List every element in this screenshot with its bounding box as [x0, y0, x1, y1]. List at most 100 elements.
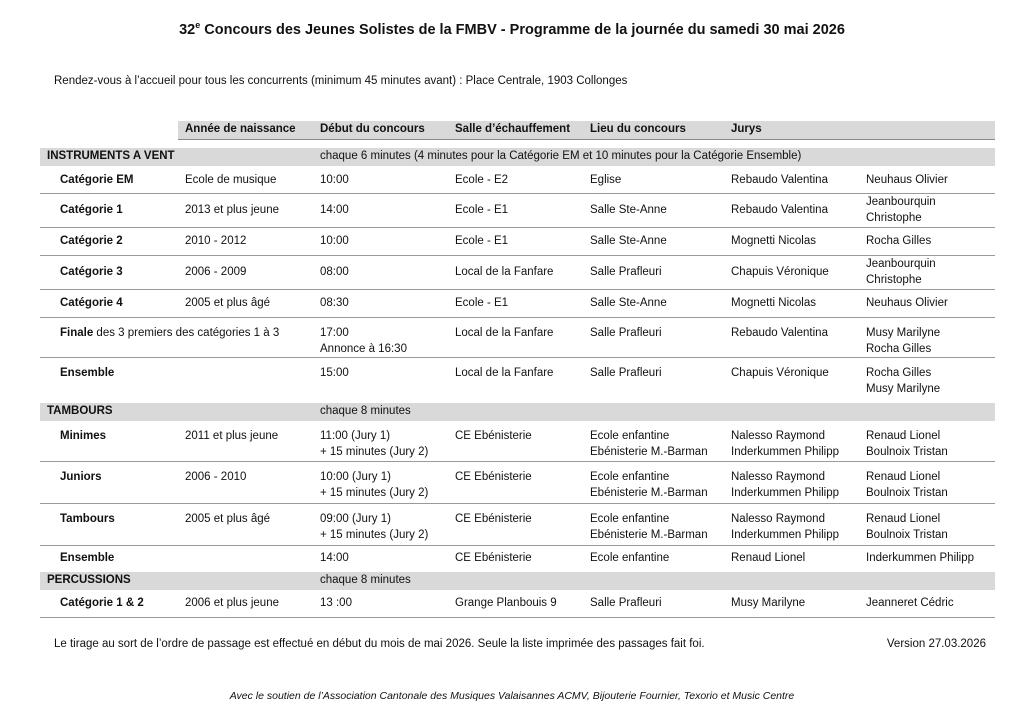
- jury-2-line: Christophe: [866, 274, 922, 286]
- warmup-room: Grange Planbouis 9: [455, 589, 557, 617]
- row-label: Catégorie 4: [60, 289, 123, 317]
- row-label: Catégorie 2: [60, 227, 123, 255]
- table-row: Catégorie 1 2013 et plus jeune 14:00 Ecole …: [40, 193, 995, 228]
- row-label-text: Ensemble: [60, 365, 114, 381]
- category-name: Tambours: [60, 513, 115, 525]
- venue: Salle Ste-Anne: [590, 289, 667, 317]
- jury-2: Renaud Lionel Boulnoix Tristan: [866, 461, 948, 503]
- jury-2: Neuhaus Olivier: [866, 166, 948, 193]
- start-time-line: 10:00: [320, 173, 349, 186]
- jury-1-line: Rebaudo Valentina: [731, 327, 828, 339]
- start-time: 14:00: [320, 545, 349, 571]
- birth-year-text: Ecole de musique: [185, 173, 277, 186]
- start-time: 09:00 (Jury 1) + 15 minutes (Jury 2): [320, 503, 428, 545]
- row-label: Juniors: [60, 461, 102, 503]
- row-label: Catégorie 1 & 2: [60, 589, 144, 617]
- jury-2-line: Neuhaus Olivier: [866, 297, 948, 309]
- category-name: Finale: [60, 327, 94, 339]
- table-row: Catégorie 3 2006 - 2009 08:00 Local de la F…: [40, 255, 995, 290]
- category-name: Catégorie 1 & 2: [60, 597, 144, 609]
- venue: Ecole enfantine Ebénisterie M.-Barman: [590, 420, 708, 461]
- table-row: Juniors 2006 - 2010 10:00 (Jury 1) + 15 min…: [40, 461, 995, 504]
- jury-1-line: Rebaudo Valentina: [731, 204, 828, 216]
- warmup-room-text: CE Ebénisterie: [455, 471, 532, 483]
- jury-2: Jeanbourquin Christophe: [866, 193, 936, 227]
- venue: Salle Ste-Anne: [590, 193, 667, 227]
- venue: Salle Ste-Anne: [590, 227, 667, 255]
- birth-year: 2006 et plus jeune: [185, 589, 279, 617]
- jury-2: Jeanneret Cédric: [866, 589, 954, 617]
- jury-2-line: Boulnoix Tristan: [866, 529, 948, 541]
- start-time-line: + 15 minutes (Jury 2): [320, 529, 429, 541]
- jury-2-line: Musy Marilyne: [866, 327, 941, 339]
- warmup-room: Ecole - E2: [455, 166, 508, 193]
- start-time-line: Annonce à 16:30: [320, 343, 407, 355]
- table-header: Année de naissance Début du concours Sal…: [178, 121, 995, 140]
- start-time: 15:00: [320, 357, 349, 401]
- jury-1-line: Nalesso Raymond: [731, 430, 825, 442]
- section-label: PERCUSSIONS: [47, 574, 131, 586]
- category-name: Ensemble: [60, 367, 115, 379]
- jury-1: Mognetti Nicolas: [731, 227, 816, 255]
- birth-year-text: 2010 - 2012: [185, 235, 247, 247]
- start-time: 14:00: [320, 193, 349, 227]
- row-label-text: Catégorie 1: [60, 202, 123, 218]
- jury-1-line: Renaud Lionel: [731, 552, 806, 564]
- warmup-room-text: Local de la Fanfare: [455, 367, 554, 379]
- section-header: PERCUSSIONS chaque 8 minutes: [40, 572, 995, 590]
- jury-1: Nalesso Raymond Inderkummen Philipp: [731, 461, 839, 503]
- birth-year: 2013 et plus jeune: [185, 193, 279, 227]
- table-row: Tambours 2005 et plus âgé 09:00 (Jury 1) + …: [40, 503, 995, 546]
- start-time: 11:00 (Jury 1) + 15 minutes (Jury 2): [320, 420, 428, 461]
- row-label-text: Tambours: [60, 511, 115, 527]
- warmup-room-text: CE Ebénisterie: [455, 552, 532, 564]
- jury-1-line: Chapuis Véronique: [731, 266, 829, 278]
- jury-1-line: Inderkummen Philipp: [731, 446, 840, 458]
- birth-year: 2006 - 2009: [185, 255, 246, 289]
- jury-1-line: Inderkummen Philipp: [731, 529, 840, 541]
- jury-2-line: Rocha Gilles: [866, 367, 932, 379]
- section-header: INSTRUMENTS A VENT chaque 6 minutes (4 mi…: [40, 148, 995, 166]
- start-time-line: + 15 minutes (Jury 2): [320, 446, 429, 458]
- birth-year-text: 2005 et plus âgé: [185, 297, 271, 309]
- birth-year: Ecole de musique: [185, 166, 276, 193]
- row-label: Ensemble: [60, 545, 114, 571]
- venue: Salle Prafleuri: [590, 589, 662, 617]
- jury-2: Rocha Gilles Musy Marilyne: [866, 357, 940, 401]
- venue-line: Salle Ste-Anne: [590, 297, 667, 309]
- start-time-line: + 15 minutes (Jury 2): [320, 487, 429, 499]
- row-label: Finale des 3 premiers des catégories 1 à…: [60, 317, 279, 357]
- birth-year-text: 2006 - 2009: [185, 266, 247, 278]
- category-name: Minimes: [60, 430, 107, 442]
- jury-2: Renaud Lionel Boulnoix Tristan: [866, 503, 948, 545]
- venue: Salle Prafleuri: [590, 317, 662, 357]
- venue-line: Eglise: [590, 173, 622, 186]
- jury-1: Rebaudo Valentina: [731, 317, 828, 357]
- row-label: Catégorie 1: [60, 193, 123, 227]
- jury-2-line: Neuhaus Olivier: [866, 173, 948, 186]
- jury-2: Jeanbourquin Christophe: [866, 255, 936, 289]
- warmup-room-text: Local de la Fanfare: [455, 327, 554, 339]
- row-label-text: Juniors: [60, 469, 102, 485]
- start-time-line: 14:00: [320, 552, 349, 564]
- birth-year-text: 2011 et plus jeune: [185, 430, 279, 442]
- venue: Salle Prafleuri: [590, 357, 662, 401]
- row-label: Minimes: [60, 420, 106, 461]
- venue: Ecole enfantine: [590, 545, 669, 571]
- venue-line: Salle Ste-Anne: [590, 204, 667, 216]
- row-label-text: Catégorie 3: [60, 264, 123, 280]
- section-header: TAMBOURS chaque 8 minutes: [40, 403, 995, 421]
- birth-year: 2005 et plus âgé: [185, 503, 270, 545]
- section-label: TAMBOURS: [47, 405, 113, 417]
- warmup-room: Local de la Fanfare: [455, 255, 553, 289]
- sponsor-note: Avec le soutien de l’Association Cantona…: [229, 690, 795, 702]
- category-name: Catégorie 4: [60, 297, 123, 309]
- venue-line: Salle Prafleuri: [590, 597, 662, 609]
- jury-2-line: Christophe: [866, 212, 922, 224]
- start-time-line: 13 :00: [320, 597, 352, 609]
- row-label: Catégorie 3: [60, 255, 123, 289]
- section-label: INSTRUMENTS A VENT: [47, 150, 175, 162]
- jury-1-line: Nalesso Raymond: [731, 471, 825, 483]
- warmup-room-text: CE Ebénisterie: [455, 430, 532, 442]
- venue: Salle Prafleuri: [590, 255, 662, 289]
